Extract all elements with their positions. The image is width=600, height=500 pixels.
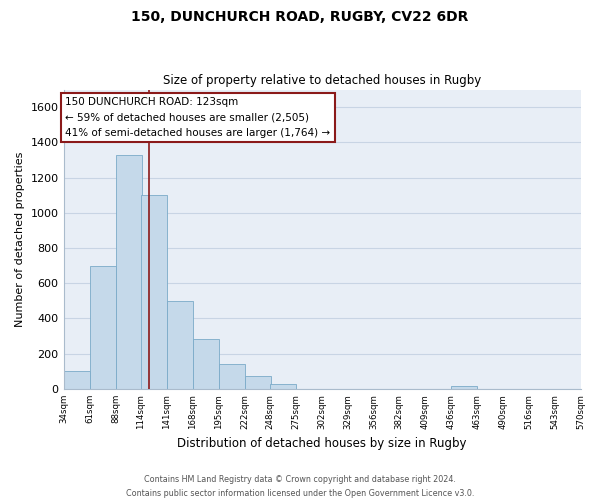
Bar (451, 386, 478, 389)
Text: Contains HM Land Registry data © Crown copyright and database right 2024.
Contai: Contains HM Land Registry data © Crown c… (126, 476, 474, 498)
Bar (89, 266, 116, 389)
Bar (140, 195, 167, 389)
Y-axis label: Number of detached properties: Number of detached properties (15, 152, 25, 327)
Text: 150, DUNCHURCH ROAD, RUGBY, CV22 6DR: 150, DUNCHURCH ROAD, RUGBY, CV22 6DR (131, 10, 469, 24)
Bar (219, 364, 245, 389)
Text: 150 DUNCHURCH ROAD: 123sqm
← 59% of detached houses are smaller (2,505)
41% of s: 150 DUNCHURCH ROAD: 123sqm ← 59% of deta… (65, 98, 331, 138)
Bar (245, 376, 271, 389)
Bar (64, 372, 89, 389)
Bar (193, 338, 219, 389)
Bar (116, 154, 142, 389)
Title: Size of property relative to detached houses in Rugby: Size of property relative to detached ho… (163, 74, 481, 87)
Bar (167, 301, 193, 389)
Bar (270, 384, 296, 389)
X-axis label: Distribution of detached houses by size in Rugby: Distribution of detached houses by size … (177, 437, 467, 450)
